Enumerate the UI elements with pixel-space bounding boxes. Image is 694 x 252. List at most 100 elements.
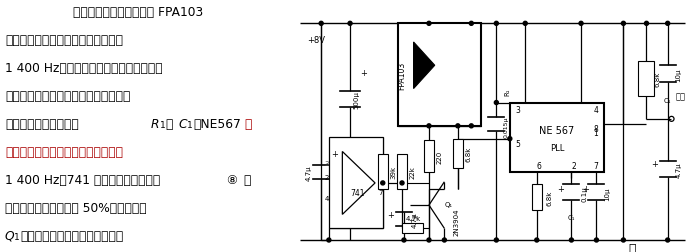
Circle shape [400, 181, 404, 185]
Text: ⏚: ⏚ [628, 242, 636, 252]
Circle shape [427, 238, 431, 242]
Text: 2: 2 [325, 174, 329, 180]
Circle shape [535, 238, 539, 242]
Bar [398, 24, 481, 126]
Text: 1 400 Hz），并且用来从检测器中解调信: 1 400 Hz），并且用来从检测器中解调信 [5, 62, 162, 75]
Text: FPA103: FPA103 [397, 61, 406, 89]
Text: +: + [557, 184, 564, 194]
Polygon shape [414, 43, 434, 89]
Text: 6.8k: 6.8k [466, 146, 471, 162]
Text: 4.7μ: 4.7μ [305, 165, 312, 180]
Circle shape [348, 22, 352, 26]
Text: 6.8k: 6.8k [654, 71, 660, 86]
Text: 感，而又不降低性能。: 感，而又不降低性能。 [5, 117, 78, 131]
Text: 4.7μ: 4.7μ [675, 162, 682, 177]
Text: 0.1μ: 0.1μ [581, 186, 587, 202]
Text: 8: 8 [593, 124, 598, 133]
Circle shape [645, 22, 648, 26]
Circle shape [469, 22, 473, 26]
Circle shape [381, 181, 384, 185]
Bar [638, 61, 654, 96]
Text: +: + [331, 150, 338, 159]
Text: +: + [387, 210, 394, 219]
Text: 4.7k: 4.7k [406, 215, 421, 221]
Text: ，: ， [165, 117, 172, 131]
Circle shape [327, 238, 331, 242]
Text: 输出: 输出 [675, 92, 686, 101]
Text: 7: 7 [593, 162, 598, 170]
Text: 220: 220 [437, 150, 443, 163]
Text: 6: 6 [379, 166, 383, 172]
Text: 500μ: 500μ [354, 91, 360, 109]
Text: NE 567: NE 567 [539, 126, 575, 136]
Bar [329, 138, 383, 229]
Text: ⑧: ⑧ [226, 173, 237, 186]
Bar [378, 154, 388, 189]
Text: 锁: 锁 [244, 117, 251, 131]
Text: 10μ: 10μ [604, 187, 610, 200]
Circle shape [621, 238, 625, 242]
Bar [453, 139, 463, 168]
Bar [424, 140, 434, 173]
Text: 4: 4 [593, 105, 598, 114]
Text: R₁: R₁ [504, 88, 510, 95]
Circle shape [494, 101, 498, 105]
Text: 把NE567: 把NE567 [193, 117, 241, 131]
Text: 741: 741 [350, 188, 365, 197]
Circle shape [666, 22, 670, 26]
Text: 相环集成电路的压控振荡器调节在约: 相环集成电路的压控振荡器调节在约 [5, 145, 123, 158]
Text: 1: 1 [593, 129, 598, 138]
Text: +8V: +8V [307, 36, 325, 45]
Text: 1: 1 [14, 232, 19, 241]
Circle shape [579, 22, 583, 26]
Text: C₁: C₁ [568, 214, 575, 220]
Circle shape [595, 238, 598, 242]
Text: 39k: 39k [391, 165, 396, 178]
Circle shape [319, 22, 323, 26]
Circle shape [523, 22, 527, 26]
Circle shape [456, 124, 460, 128]
Text: 本电路用于对仙童公司的 FPA103: 本电路用于对仙童公司的 FPA103 [73, 6, 203, 19]
Text: 驱动光电耦合器的发光二极管。: 驱动光电耦合器的发光二极管。 [20, 229, 124, 242]
Text: C₁: C₁ [664, 98, 671, 104]
Circle shape [494, 238, 498, 242]
Text: 3: 3 [516, 105, 520, 114]
Text: 6: 6 [536, 162, 541, 170]
Bar [532, 184, 542, 210]
Text: PLL: PLL [550, 144, 564, 153]
Circle shape [442, 238, 446, 242]
Text: 1 400 Hz，741 运算放大器将锁相环: 1 400 Hz，741 运算放大器将锁相环 [5, 173, 160, 186]
Circle shape [621, 22, 625, 26]
Circle shape [508, 137, 511, 141]
Bar [402, 224, 423, 233]
Text: 0.015μ: 0.015μ [504, 116, 509, 137]
Circle shape [402, 238, 406, 242]
Text: +: + [359, 69, 366, 77]
Text: 10μ: 10μ [675, 69, 682, 82]
Circle shape [494, 22, 498, 26]
Text: 7: 7 [379, 190, 383, 196]
Text: R: R [151, 117, 160, 131]
Text: 5: 5 [516, 139, 520, 148]
Text: 6.8k: 6.8k [546, 190, 552, 205]
Bar [510, 103, 604, 173]
Text: 22k: 22k [409, 165, 416, 178]
Text: Q₁: Q₁ [444, 201, 452, 207]
Text: 2N3904: 2N3904 [454, 208, 460, 235]
Text: 2: 2 [571, 162, 576, 170]
Text: +: + [651, 159, 658, 168]
Text: 3: 3 [325, 161, 329, 167]
Circle shape [469, 124, 473, 128]
Circle shape [427, 124, 431, 128]
Text: 光电隔离器产生调制（调制频率约为: 光电隔离器产生调制（调制频率约为 [5, 34, 123, 47]
Text: C: C [178, 117, 187, 131]
Text: 4: 4 [325, 195, 329, 201]
Text: Q: Q [5, 229, 15, 242]
Text: +: + [582, 184, 589, 194]
Circle shape [427, 22, 431, 26]
Text: 号，使光电隔离器对日光灯的光线不敏: 号，使光电隔离器对日光灯的光线不敏 [5, 90, 130, 103]
Text: 三角波变换成占空比为 50%的方波，经: 三角波变换成占空比为 50%的方波，经 [5, 201, 146, 214]
Circle shape [569, 238, 573, 242]
Text: 4.7μ: 4.7μ [412, 211, 418, 227]
Circle shape [666, 238, 670, 242]
